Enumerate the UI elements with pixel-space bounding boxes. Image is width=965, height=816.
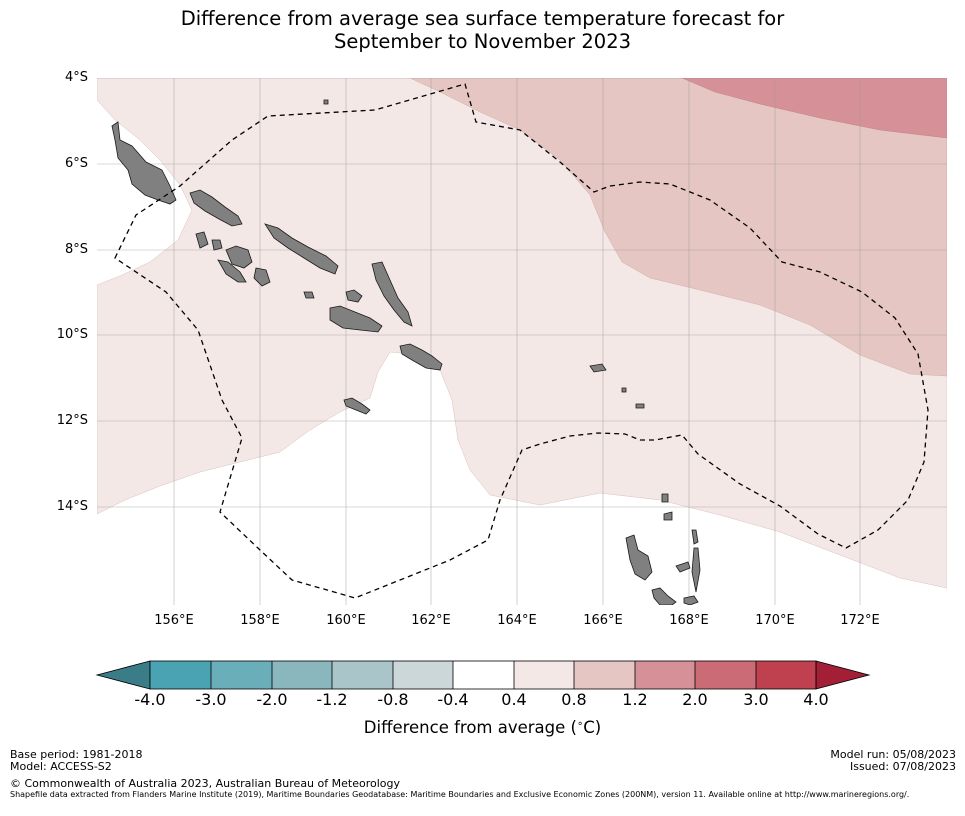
island-choiseul	[189, 189, 243, 227]
island-torres	[661, 493, 669, 503]
base-period: Base period: 1981-2018	[10, 748, 143, 761]
lon-label-172e: 172°E	[840, 613, 880, 628]
colorbar-bin-4	[332, 661, 393, 689]
colorbar-tick: -1.2	[316, 690, 348, 709]
lon-label-158e: 158°E	[240, 613, 280, 628]
island-reef	[621, 387, 627, 393]
issued-date: Issued: 07/08/2023	[849, 760, 956, 773]
map-area	[97, 78, 947, 605]
lon-label-166e: 166°E	[583, 613, 623, 628]
island-russell	[253, 267, 271, 287]
copyright: © Commonwealth of Australia 2023, Austra…	[10, 777, 400, 790]
lat-label-6s: 6°S	[64, 156, 88, 171]
land-islands	[111, 99, 701, 605]
lon-label-168e: 168°E	[669, 613, 709, 628]
island-santa-isabel	[264, 223, 339, 275]
island-vanikoro	[635, 403, 645, 409]
chart-title: Difference from average sea surface temp…	[0, 7, 965, 53]
island-espiritu-santo	[625, 534, 653, 581]
colorbar-unit: C)	[583, 718, 602, 737]
island-malaita	[371, 261, 413, 327]
lon-label-162e: 162°E	[411, 613, 451, 628]
island-maewo	[691, 529, 699, 545]
lon-label-160e: 160°E	[326, 613, 366, 628]
colorbar-bin-1	[150, 661, 211, 689]
eez-boundary	[114, 83, 929, 599]
colorbar-bin-3	[272, 661, 332, 689]
lon-label-156e: 156°E	[154, 613, 194, 628]
island-new-georgia	[195, 231, 209, 249]
island-pentecost	[691, 547, 701, 593]
colorbar-bin-5	[393, 661, 453, 689]
colorbar-label: Difference from average (	[363, 718, 577, 737]
island-makira	[399, 343, 443, 371]
island-rennell	[343, 397, 371, 415]
lon-label-170e: 170°E	[755, 613, 795, 628]
island-bougainville	[111, 121, 177, 205]
colorbar-tick: -0.4	[437, 690, 469, 709]
colorbar-tick: 0.4	[501, 690, 527, 709]
island-ontong	[323, 99, 329, 105]
shapefile-note: Shapefile data extracted from Flanders M…	[10, 790, 910, 799]
model-name: Model: ACCESS-S2	[10, 760, 112, 773]
colorbar-bin-8	[574, 661, 635, 689]
lon-label-164e: 164°E	[497, 613, 537, 628]
island-banks	[663, 511, 673, 521]
lat-label-10s: 10°S	[56, 327, 88, 342]
colorbar-tick: -2.0	[256, 690, 288, 709]
island-ambae	[675, 561, 691, 573]
colorbar-tick: 4.0	[803, 690, 829, 709]
island-ambrym	[683, 595, 699, 605]
colorbar-title: Difference from average (∘C)	[0, 718, 965, 737]
colorbar-bin-10	[695, 661, 756, 689]
title-line-2: September to November 2023	[333, 30, 632, 53]
lat-label-12s: 12°S	[56, 413, 88, 428]
island-guadalcanal	[329, 305, 383, 333]
degree-symbol: ∘	[576, 718, 584, 730]
colorbar-tick: 0.8	[561, 690, 587, 709]
island-kolombangara	[225, 245, 253, 269]
anomaly-region-1.2-2.0	[681, 78, 947, 139]
model-run: Model run: 05/08/2023	[830, 748, 956, 761]
lat-label-4s: 4°S	[64, 70, 88, 85]
island-savo	[303, 291, 315, 299]
title-line-1: Difference from average sea surface temp…	[180, 7, 785, 30]
colorbar	[95, 660, 871, 690]
island-santa-cruz	[589, 363, 607, 373]
island-malekula	[651, 587, 677, 605]
colorbar-bin-6	[453, 661, 514, 689]
colorbar-tick: 1.2	[622, 690, 648, 709]
colorbar-bin-2	[211, 661, 272, 689]
colorbar-tick: -4.0	[134, 690, 166, 709]
lat-label-8s: 8°S	[64, 242, 88, 257]
colorbar-tick: 2.0	[682, 690, 708, 709]
colorbar-extend-low	[95, 660, 151, 690]
colorbar-bin-11	[756, 661, 816, 689]
island-florida	[345, 289, 363, 303]
colorbar-bin-9	[635, 661, 695, 689]
colorbar-bin-7	[514, 661, 574, 689]
island-rendova	[217, 259, 247, 283]
colorbar-tick: -3.0	[195, 690, 227, 709]
lat-label-14s: 14°S	[56, 499, 88, 514]
colorbar-tick: 3.0	[743, 690, 769, 709]
island-vella-lavella	[211, 239, 223, 251]
colorbar-extend-high	[815, 660, 871, 690]
colorbar-tick: -0.8	[377, 690, 409, 709]
